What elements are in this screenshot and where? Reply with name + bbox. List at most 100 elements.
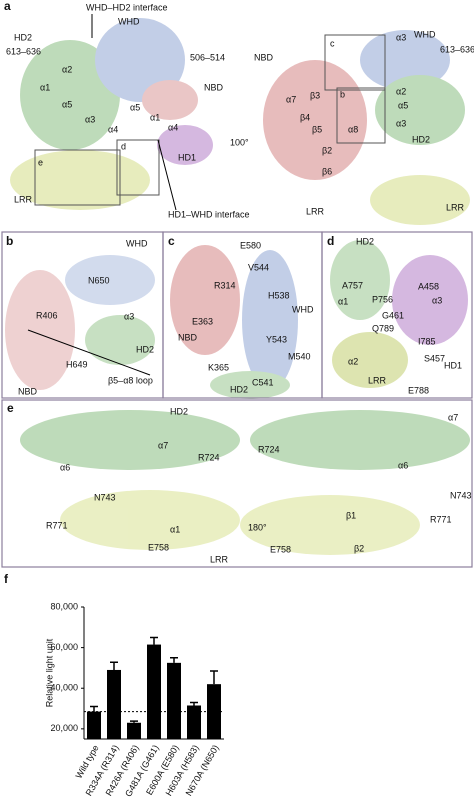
panel-letter: b bbox=[6, 234, 13, 248]
structure-label: α5 bbox=[130, 102, 140, 112]
structure-label: E788 bbox=[408, 385, 429, 395]
y-tick-label: 40,000 bbox=[50, 683, 78, 693]
structure-label: N650 bbox=[88, 275, 110, 285]
structure-label: R724 bbox=[258, 444, 280, 454]
structure-label: β2 bbox=[354, 543, 364, 553]
structure-label: 180° bbox=[248, 522, 267, 532]
structure-label: NBD bbox=[18, 386, 38, 396]
structure-label: LRR bbox=[368, 375, 387, 385]
structure-label: H538 bbox=[268, 290, 290, 300]
inset-d bbox=[116, 139, 160, 196]
structure-label: P756 bbox=[372, 294, 393, 304]
structure-label: α3 bbox=[432, 295, 442, 305]
structure-label: C541 bbox=[252, 377, 274, 387]
structure-label: α2 bbox=[62, 64, 72, 74]
panel-letter: d bbox=[327, 234, 334, 248]
structure-label: M540 bbox=[288, 351, 311, 361]
structure-label: α3 bbox=[85, 114, 95, 124]
structure-label: 506–514 bbox=[190, 52, 225, 62]
y-tick-label: 80,000 bbox=[50, 601, 78, 611]
y-axis-label: Relative light unit bbox=[44, 638, 54, 707]
panel-letter: c bbox=[168, 234, 175, 248]
structure-label: α2 bbox=[396, 86, 406, 96]
structure-label: β3 bbox=[310, 90, 320, 100]
panel-d-frame bbox=[321, 231, 473, 399]
structure-label: WHD–HD2 interface bbox=[86, 2, 168, 12]
bar bbox=[127, 722, 141, 739]
structure-label: E758 bbox=[148, 542, 169, 552]
structure-label: HD1–WHD interface bbox=[168, 209, 250, 219]
structure-label: R406 bbox=[36, 310, 58, 320]
structure-label: c bbox=[330, 38, 335, 48]
structure-label: K365 bbox=[208, 362, 229, 372]
arrow bbox=[27, 329, 151, 376]
structure-label: β2 bbox=[322, 145, 332, 155]
structure-label: LRR bbox=[306, 206, 325, 216]
structure-label: HD1 bbox=[178, 152, 196, 162]
structure-label: α4 bbox=[108, 124, 118, 134]
structure-label: H649 bbox=[66, 359, 88, 369]
inset-c bbox=[324, 34, 386, 91]
structure-label: β5 bbox=[312, 124, 322, 134]
y-tick-label: 20,000 bbox=[50, 723, 78, 733]
bar bbox=[187, 705, 201, 739]
structure-label: LRR bbox=[446, 202, 465, 212]
y-tick-label: 60,000 bbox=[50, 642, 78, 652]
structure-label: N743 bbox=[450, 490, 472, 500]
error-bar bbox=[110, 661, 118, 670]
structure-label: I785 bbox=[418, 336, 436, 346]
error-bar bbox=[210, 670, 218, 685]
structure-label: R771 bbox=[46, 520, 68, 530]
structure-label: WHD bbox=[414, 29, 436, 39]
error-bar bbox=[170, 657, 178, 663]
structure-label: α6 bbox=[60, 462, 70, 472]
structure-label: α1 bbox=[338, 296, 348, 306]
structure-label: NBD bbox=[254, 52, 274, 62]
panel-e-frame bbox=[1, 399, 473, 568]
structure-label: HD2 bbox=[412, 134, 430, 144]
structure-label: WHD bbox=[126, 238, 148, 248]
panel-letter: f bbox=[4, 572, 9, 586]
structure-label: Y543 bbox=[266, 334, 287, 344]
structure-label: Q789 bbox=[372, 323, 394, 333]
bar bbox=[87, 711, 101, 739]
structure-label: α3 bbox=[396, 32, 406, 42]
structure-label: LRR bbox=[14, 194, 33, 204]
bar bbox=[147, 644, 161, 739]
structure-label: 100° bbox=[230, 137, 249, 147]
structure-label: HD2 bbox=[170, 406, 188, 416]
structure-label: α1 bbox=[170, 524, 180, 534]
panel-letter: a bbox=[4, 0, 11, 13]
arrow bbox=[157, 139, 177, 211]
structure-label: R771 bbox=[430, 514, 452, 524]
error-bar bbox=[150, 636, 158, 645]
bar bbox=[107, 669, 121, 739]
structure-label: E580 bbox=[240, 240, 261, 250]
structure-label: HD1 bbox=[444, 360, 462, 370]
structure-label: HD2 bbox=[230, 384, 248, 394]
structure-label: β1 bbox=[346, 510, 356, 520]
structure-label: α5 bbox=[398, 100, 408, 110]
structure-label: α5 bbox=[62, 99, 72, 109]
structure-label: α2 bbox=[348, 356, 358, 366]
bar bbox=[167, 662, 181, 739]
structure-label: b bbox=[340, 89, 345, 99]
structure-label: d bbox=[121, 141, 126, 151]
structure-label: α7 bbox=[286, 94, 296, 104]
structure-label: HD2 bbox=[356, 236, 374, 246]
structure-label: α1 bbox=[150, 112, 160, 122]
structure-label: α3 bbox=[124, 311, 134, 321]
structure-label: β6 bbox=[322, 166, 332, 176]
panel-letter: e bbox=[7, 401, 14, 415]
structure-label: e bbox=[38, 157, 43, 167]
structure-label: α3 bbox=[396, 118, 406, 128]
structure-label: V544 bbox=[248, 262, 269, 272]
structure-label: R724 bbox=[198, 452, 220, 462]
structure-label: 613–636 bbox=[6, 46, 41, 56]
error-bar bbox=[90, 705, 98, 712]
error-bar bbox=[190, 701, 198, 706]
structure-label: S457 bbox=[424, 353, 445, 363]
inset-e bbox=[34, 149, 121, 206]
structure-label: E758 bbox=[270, 544, 291, 554]
